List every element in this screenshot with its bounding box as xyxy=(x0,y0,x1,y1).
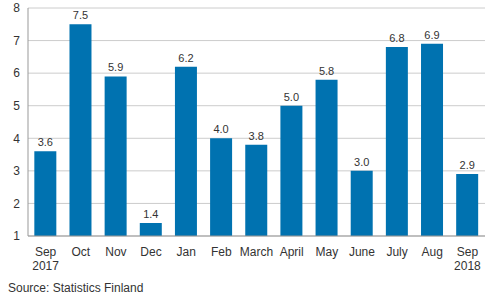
svg-text:1: 1 xyxy=(13,229,20,243)
svg-text:3.0: 3.0 xyxy=(354,156,369,168)
svg-text:5.8: 5.8 xyxy=(319,65,334,77)
svg-text:Dec: Dec xyxy=(140,245,161,259)
svg-text:Sep: Sep xyxy=(35,245,57,259)
svg-text:1.4: 1.4 xyxy=(143,208,158,220)
svg-text:April: April xyxy=(280,245,304,259)
svg-text:3: 3 xyxy=(13,164,20,178)
svg-text:3.8: 3.8 xyxy=(249,130,264,142)
svg-text:2: 2 xyxy=(13,197,20,211)
svg-text:5.9: 5.9 xyxy=(108,61,123,73)
svg-text:6.8: 6.8 xyxy=(389,32,404,44)
svg-text:5.0: 5.0 xyxy=(284,91,299,103)
svg-text:5: 5 xyxy=(13,99,20,113)
svg-text:3.6: 3.6 xyxy=(38,136,53,148)
svg-text:Aug: Aug xyxy=(422,245,443,259)
svg-text:8: 8 xyxy=(13,1,20,15)
svg-text:2017: 2017 xyxy=(32,259,59,273)
svg-text:Oct: Oct xyxy=(71,245,90,259)
svg-text:Feb: Feb xyxy=(211,245,232,259)
svg-text:2.9: 2.9 xyxy=(460,159,475,171)
html-text:Source: Statistics Finland: Source: Statistics Finland xyxy=(8,281,144,295)
svg-text:2018: 2018 xyxy=(454,259,481,273)
svg-text:Nov: Nov xyxy=(105,245,126,259)
svg-text:July: July xyxy=(386,245,407,259)
svg-text:4: 4 xyxy=(13,132,20,146)
svg-text:6: 6 xyxy=(13,66,20,80)
svg-text:May: May xyxy=(315,245,338,259)
svg-text:June: June xyxy=(349,245,375,259)
svg-text:March: March xyxy=(240,245,273,259)
svg-text:6.9: 6.9 xyxy=(424,29,439,41)
svg-text:4.0: 4.0 xyxy=(213,123,228,135)
svg-text:Jan: Jan xyxy=(177,245,196,259)
svg-text:6.2: 6.2 xyxy=(178,52,193,64)
svg-text:7.5: 7.5 xyxy=(73,9,88,21)
svg-text:7: 7 xyxy=(13,34,20,48)
svg-text:Sep: Sep xyxy=(457,245,479,259)
